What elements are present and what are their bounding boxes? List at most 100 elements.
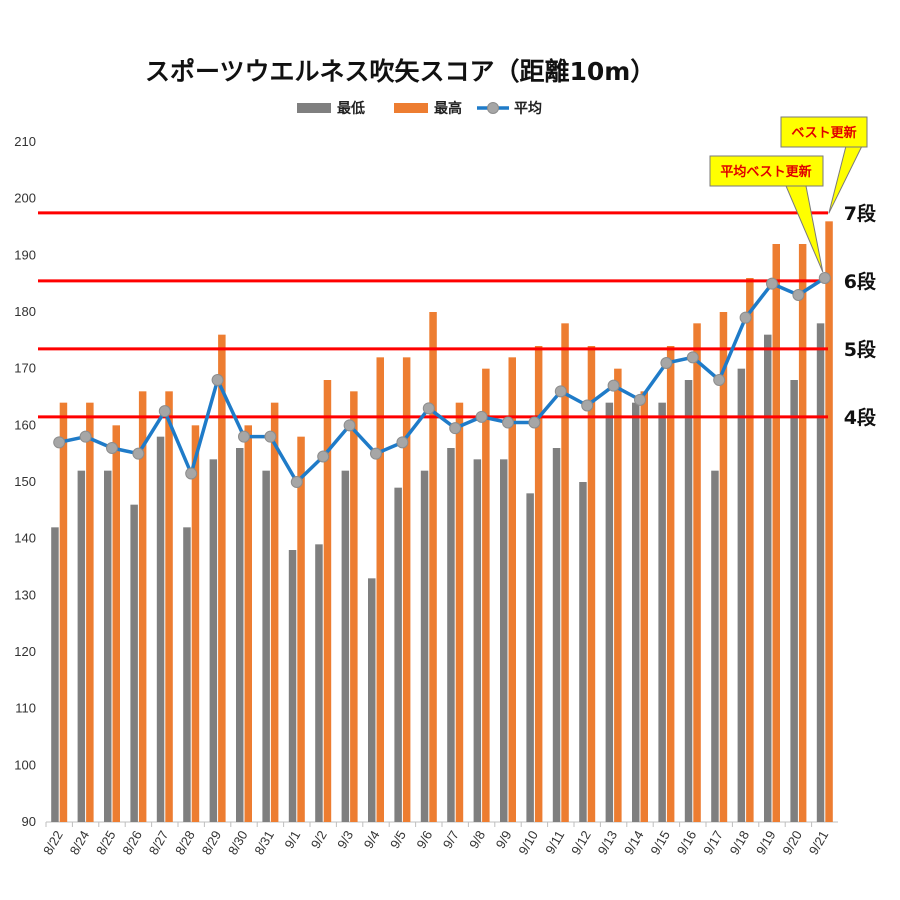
- bar-min: [315, 544, 323, 822]
- bar-min: [632, 402, 640, 822]
- x-tick-label: 9/4: [361, 828, 383, 851]
- x-tick-label: 9/16: [674, 828, 700, 857]
- y-tick-label: 120: [14, 644, 36, 659]
- bar-max: [746, 278, 754, 822]
- y-tick-label: 140: [14, 531, 36, 546]
- bar-max: [429, 312, 437, 822]
- x-tick-label: 8/25: [93, 828, 119, 857]
- bar-min: [658, 402, 666, 822]
- bar-max: [323, 380, 332, 822]
- bar-min: [500, 459, 508, 822]
- x-tick-label: 9/11: [542, 828, 567, 857]
- x-tick-label: 9/20: [779, 828, 805, 857]
- bar-max: [402, 357, 411, 822]
- legend-label-avg: 平均: [514, 100, 542, 117]
- bar-min: [236, 448, 244, 822]
- bar-min: [790, 380, 798, 822]
- bar-max: [772, 244, 780, 822]
- bar-min: [104, 470, 112, 822]
- bar-min: [288, 550, 297, 822]
- average-marker: [607, 379, 620, 392]
- level-label: 4段: [844, 406, 877, 429]
- bar-min: [77, 470, 86, 822]
- average-marker: [449, 422, 462, 435]
- bar-max: [138, 391, 147, 822]
- average-marker: [581, 399, 594, 412]
- bar-max: [587, 346, 596, 822]
- x-tick-label: 8/22: [40, 828, 66, 857]
- x-tick-label: 9/5: [387, 828, 409, 851]
- callout-box-avg-best: [709, 155, 824, 187]
- bar-max: [798, 244, 807, 822]
- x-tick-label: 9/8: [466, 828, 488, 851]
- legend-label-min: 最低: [337, 100, 365, 117]
- average-marker: [343, 419, 356, 432]
- y-tick-label: 110: [15, 701, 36, 716]
- bar-min: [447, 448, 455, 822]
- bar-min: [552, 448, 561, 822]
- bar-min: [209, 459, 218, 822]
- bar-max: [350, 391, 358, 822]
- bar-min: [605, 402, 614, 822]
- x-tick-label: 9/15: [647, 828, 673, 857]
- average-marker: [528, 416, 541, 429]
- y-tick-label: 180: [14, 304, 36, 319]
- x-tick-label: 9/14: [621, 828, 647, 857]
- callout-box-best: [780, 116, 868, 148]
- average-marker: [634, 393, 646, 406]
- average-marker: [554, 385, 567, 398]
- bar-min: [526, 493, 534, 822]
- bar-max: [508, 357, 516, 822]
- average-marker: [79, 430, 92, 443]
- bar-min: [341, 470, 350, 822]
- bar-max: [86, 402, 94, 822]
- average-line: [58, 276, 826, 484]
- x-tick-label: 9/12: [568, 828, 594, 857]
- x-tick-label: 9/18: [727, 828, 753, 857]
- y-tick-label: 210: [14, 134, 36, 149]
- bar-max: [534, 346, 543, 822]
- average-marker: [422, 402, 435, 415]
- average-marker: [686, 351, 699, 364]
- legend-label-max: 最高: [434, 100, 462, 117]
- legend-swatch-min: [297, 103, 331, 113]
- x-tick-label: 9/9: [493, 828, 515, 851]
- average-marker: [475, 410, 488, 423]
- bar-min: [684, 380, 693, 822]
- y-tick-label: 150: [14, 474, 36, 489]
- bar-min: [473, 459, 482, 822]
- average-marker: [264, 430, 277, 443]
- bar-max: [297, 436, 305, 822]
- level-label: 7段: [844, 202, 877, 225]
- bar-max: [825, 221, 833, 823]
- legend-swatch-max: [394, 103, 428, 113]
- average-marker: [792, 289, 805, 301]
- y-tick-label: 90: [22, 814, 36, 829]
- callout-text-avg-best: 平均ベスト更新: [720, 164, 811, 180]
- x-tick-label: 8/31: [251, 828, 277, 857]
- bar-max: [614, 368, 622, 822]
- bar-max: [693, 323, 701, 822]
- average-marker: [317, 450, 330, 463]
- bar-max: [719, 312, 728, 822]
- average-marker: [132, 447, 145, 460]
- x-tick-label: 8/24: [67, 828, 93, 857]
- bar-max: [640, 391, 648, 822]
- y-tick-label: 160: [14, 417, 36, 432]
- level-label: 6段: [844, 270, 877, 293]
- x-tick-label: 9/17: [700, 828, 726, 857]
- average-marker: [106, 442, 118, 454]
- callout-text-best: ベスト更新: [791, 125, 856, 141]
- level-label: 5段: [844, 338, 877, 361]
- average-marker: [53, 436, 66, 449]
- x-tick-label: 8/30: [225, 828, 251, 857]
- bar-max: [482, 368, 490, 822]
- x-tick-label: 8/29: [199, 828, 225, 857]
- bar-max: [191, 425, 200, 822]
- x-tick-label: 8/26: [119, 828, 145, 857]
- bar-max: [455, 402, 464, 822]
- average-marker: [713, 374, 726, 386]
- average-marker: [211, 374, 224, 386]
- x-tick-label: 9/21: [806, 828, 832, 857]
